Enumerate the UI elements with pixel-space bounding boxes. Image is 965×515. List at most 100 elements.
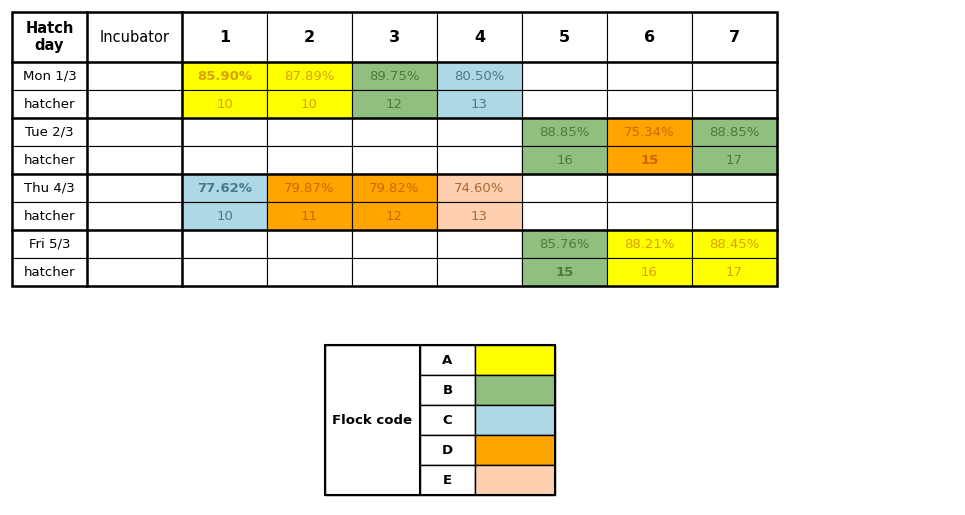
Text: Mon 1/3: Mon 1/3 [22, 70, 76, 82]
Text: 10: 10 [301, 97, 317, 111]
Bar [522, 118, 607, 146]
Bar [12, 12, 777, 286]
Bar [182, 202, 267, 230]
Bar [12, 258, 87, 286]
Text: 87.89%: 87.89% [285, 70, 335, 82]
Bar [182, 90, 267, 118]
Bar [437, 62, 522, 90]
Text: E: E [443, 473, 452, 487]
Text: hatcher: hatcher [24, 97, 75, 111]
Bar [87, 62, 182, 90]
Bar [692, 12, 777, 62]
Text: 77.62%: 77.62% [197, 181, 252, 195]
Text: 11: 11 [301, 210, 318, 222]
Bar [607, 146, 692, 174]
Text: 4: 4 [474, 29, 485, 44]
Bar [437, 174, 522, 202]
Bar [87, 202, 182, 230]
Text: 3: 3 [389, 29, 400, 44]
Bar [522, 146, 607, 174]
Text: 15: 15 [641, 153, 659, 166]
Text: 1: 1 [219, 29, 230, 44]
Bar [437, 258, 522, 286]
Bar [352, 62, 437, 90]
Bar [692, 174, 777, 202]
Bar [522, 90, 607, 118]
Bar [267, 174, 352, 202]
Bar [437, 90, 522, 118]
Bar [607, 230, 692, 258]
Bar [267, 230, 352, 258]
Bar [692, 202, 777, 230]
Bar [12, 62, 87, 90]
Bar [267, 90, 352, 118]
Bar [182, 12, 267, 62]
Bar [182, 174, 267, 202]
Bar [182, 62, 267, 90]
Text: 88.45%: 88.45% [709, 237, 759, 250]
Text: hatcher: hatcher [24, 210, 75, 222]
Text: 89.75%: 89.75% [370, 70, 420, 82]
Bar [352, 12, 437, 62]
Bar [182, 62, 267, 90]
Bar [522, 146, 607, 174]
Bar [267, 202, 352, 230]
Text: Flock code: Flock code [333, 414, 412, 426]
Bar [87, 12, 182, 62]
Bar [182, 230, 267, 258]
Bar [522, 258, 607, 286]
Text: A: A [442, 353, 453, 367]
Text: hatcher: hatcher [24, 266, 75, 279]
Bar [267, 258, 352, 286]
Bar [607, 258, 692, 286]
Bar [522, 62, 607, 90]
Text: 85.90%: 85.90% [197, 70, 252, 82]
Bar [437, 202, 522, 230]
Bar [692, 146, 777, 174]
Text: 16: 16 [556, 153, 573, 166]
Bar [607, 118, 692, 146]
Bar [182, 202, 267, 230]
Bar [692, 230, 777, 258]
Text: 79.87%: 79.87% [285, 181, 335, 195]
Bar [607, 202, 692, 230]
Text: 13: 13 [471, 210, 488, 222]
Bar [325, 345, 555, 495]
Bar [522, 118, 607, 146]
Bar [692, 146, 777, 174]
Bar [12, 202, 87, 230]
Bar [420, 465, 475, 495]
Bar [607, 12, 692, 62]
Bar [607, 174, 692, 202]
Bar [267, 202, 352, 230]
Bar [352, 230, 437, 258]
Bar [420, 375, 475, 405]
Bar [437, 202, 522, 230]
Bar [267, 12, 352, 62]
Bar [522, 230, 607, 258]
Bar [607, 118, 692, 146]
Bar [352, 202, 437, 230]
Bar [437, 62, 522, 90]
Bar [87, 230, 182, 258]
Bar [522, 12, 607, 62]
Bar [352, 174, 437, 202]
Bar [352, 90, 437, 118]
Bar [87, 258, 182, 286]
Text: 10: 10 [216, 97, 233, 111]
Bar [267, 118, 352, 146]
Bar [475, 375, 555, 405]
Bar [352, 90, 437, 118]
Bar [352, 202, 437, 230]
Bar [607, 62, 692, 90]
Bar [182, 258, 267, 286]
Bar [437, 230, 522, 258]
Bar [607, 146, 692, 174]
Bar [437, 90, 522, 118]
Bar [475, 435, 555, 465]
Bar [522, 202, 607, 230]
Text: Incubator: Incubator [99, 29, 170, 44]
Text: 80.50%: 80.50% [455, 70, 505, 82]
Bar [522, 230, 607, 258]
Text: C: C [443, 414, 453, 426]
